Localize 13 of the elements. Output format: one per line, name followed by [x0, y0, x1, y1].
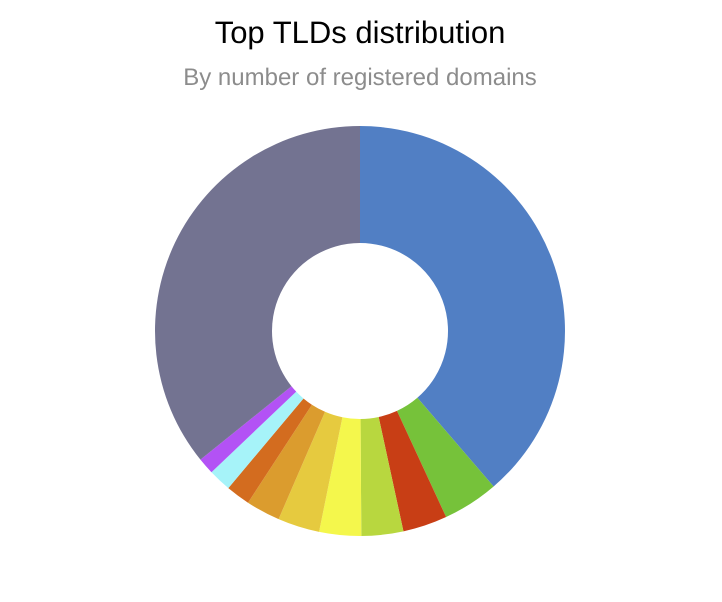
- donut-slice: [278, 412, 342, 532]
- donut-slice: [200, 386, 296, 472]
- donut-slice: [360, 417, 404, 536]
- donut-slice: [155, 126, 360, 460]
- donut-slice: [319, 417, 362, 536]
- donut-slice: [396, 398, 494, 518]
- chart-subtitle: By number of registered domains: [183, 64, 537, 91]
- donut-slice: [248, 404, 326, 520]
- chart-title: Top TLDs distribution: [214, 15, 506, 50]
- donut-slice: [211, 392, 304, 488]
- donut-slice: [360, 126, 565, 486]
- donut-slice: [378, 410, 446, 532]
- donut-slice: [228, 398, 312, 503]
